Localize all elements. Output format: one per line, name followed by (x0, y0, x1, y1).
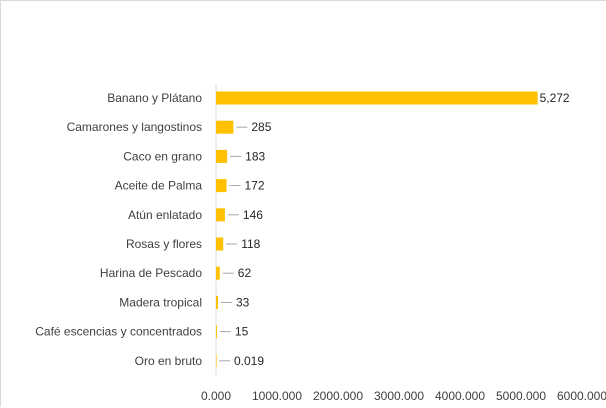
bar (216, 354, 217, 368)
bar (216, 237, 224, 251)
data-label: 15 (235, 325, 249, 339)
x-tick-label: 6000.000 (557, 389, 606, 403)
data-label: 5,272 (540, 91, 570, 105)
data-label: 183 (245, 149, 265, 163)
bar (216, 149, 228, 163)
data-label: 118 (241, 237, 260, 251)
leader-lines-layer (219, 126, 248, 362)
data-label: 33 (236, 295, 250, 309)
data-label: 0.019 (234, 354, 264, 368)
x-tick-label: 0.000 (201, 389, 231, 403)
x-tick-label: 4000.000 (435, 389, 485, 403)
x-tick-label: 1000.000 (252, 389, 302, 403)
category-label: Caco en grano (123, 149, 202, 163)
category-label: Banano y Plátano (107, 91, 202, 105)
bar (216, 91, 538, 105)
bars-layer (216, 91, 538, 368)
bar (216, 266, 220, 280)
x-tick-label: 3000.000 (374, 389, 424, 403)
category-label: Camarones y langostinos (67, 120, 202, 134)
bar (216, 325, 217, 339)
category-label: Oro en bruto (135, 354, 203, 368)
value-labels-layer: 5,272 285 183 172 146 118 62 33 15 0.019 (234, 91, 570, 368)
bar (216, 295, 219, 309)
bar (216, 208, 225, 222)
x-tick-label: 5000.000 (496, 389, 546, 403)
x-tick-label: 2000.000 (313, 389, 363, 403)
category-label: Café escencias y concentrados (35, 325, 202, 339)
bar (216, 120, 234, 134)
category-label: Rosas y flores (126, 237, 202, 251)
data-label: 62 (238, 266, 252, 280)
category-label: Madera tropical (119, 295, 202, 309)
category-label: Atún enlatado (128, 208, 202, 222)
x-tick-labels-layer: 0.000 1000.000 2000.000 3000.000 4000.000 500… (201, 389, 606, 403)
category-label: Harina de Pescado (100, 266, 202, 280)
data-label: 146 (243, 208, 263, 222)
category-label: Aceite de Palma (115, 179, 203, 193)
category-labels-layer: Banano y Plátano Camarones y langostinos C… (35, 91, 202, 368)
data-label: 285 (251, 120, 271, 134)
bar (216, 179, 227, 193)
data-label: 172 (244, 179, 264, 193)
